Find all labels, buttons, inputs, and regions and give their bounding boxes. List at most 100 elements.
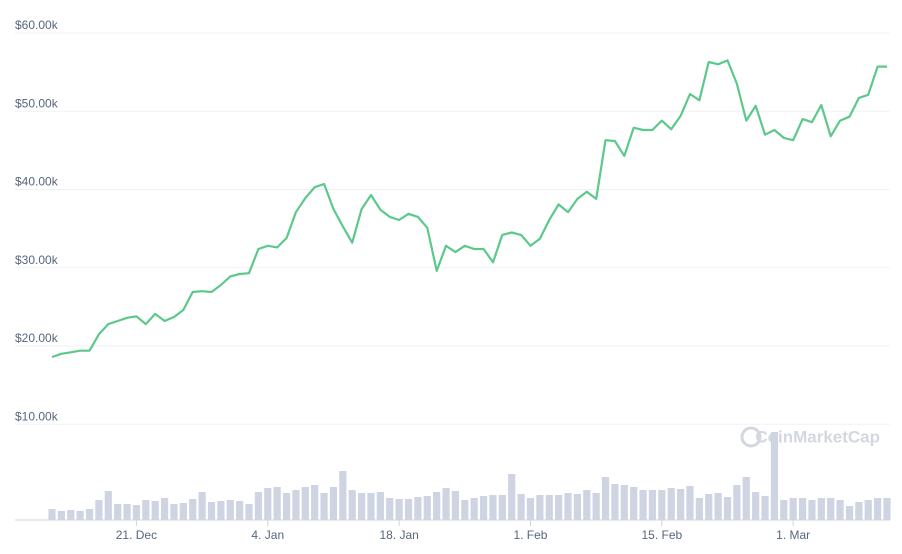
volume-bar <box>57 511 65 520</box>
volume-bar <box>433 492 441 520</box>
volume-bar <box>358 493 366 520</box>
volume-bar <box>329 487 338 520</box>
volume-bar <box>395 499 403 520</box>
volume-bar <box>48 509 56 520</box>
volume-bar <box>836 500 844 520</box>
volume-bar <box>461 500 469 520</box>
volume-bar <box>798 498 807 520</box>
volume-bar <box>414 497 422 520</box>
volume-bar <box>207 502 216 520</box>
volume-bar <box>555 495 563 520</box>
volume-bar <box>761 496 769 520</box>
volume-bar <box>95 500 103 520</box>
x-tick-label: 18. Jan <box>379 528 418 542</box>
volume-bar <box>845 506 854 520</box>
volume-bar <box>667 488 675 520</box>
volume-bar <box>517 494 525 520</box>
volume-bar <box>301 487 309 520</box>
volume-bar <box>770 432 779 520</box>
volume-bar <box>789 498 797 520</box>
volume-bar <box>273 487 281 520</box>
volume-bar <box>311 485 319 520</box>
volume-bar <box>404 499 413 520</box>
volume-bar <box>348 490 356 520</box>
volume-bar <box>864 500 872 520</box>
volume-bar <box>423 496 431 520</box>
volume-bar <box>85 509 94 520</box>
volume-bar <box>564 493 572 520</box>
volume-bar <box>714 493 722 520</box>
volume-bar <box>479 496 488 520</box>
volume-bar <box>198 492 206 520</box>
volume-bar <box>151 501 159 520</box>
volume-bar <box>705 494 713 520</box>
volume-bar <box>508 474 516 520</box>
volume-bar <box>470 498 478 520</box>
volume-bar <box>601 477 610 520</box>
volume-bar <box>855 502 863 520</box>
volume-bar <box>292 490 300 520</box>
volume-bar <box>592 493 600 520</box>
volume-bar <box>752 492 760 520</box>
volume-bar <box>817 498 825 520</box>
volume-bar <box>498 495 506 520</box>
volume-bar <box>780 500 788 520</box>
y-tick-label: $20.00k <box>15 331 59 345</box>
volume-bar <box>742 477 750 520</box>
volume-bar <box>67 510 75 520</box>
x-tick-label: 15. Feb <box>641 528 682 542</box>
volume-bar <box>236 501 244 520</box>
volume-bar <box>723 497 732 520</box>
volume-bar <box>114 504 122 520</box>
volume-bar <box>142 500 150 520</box>
volume-bar <box>132 505 141 520</box>
volume-bar <box>104 491 112 520</box>
volume-bar <box>442 488 450 520</box>
volume-bar <box>339 471 347 520</box>
volume-bar <box>123 504 131 520</box>
volume-bar <box>573 494 581 520</box>
x-tick-label: 21. Dec <box>116 528 157 542</box>
x-tick-label: 1. Mar <box>776 528 810 542</box>
volume-bar <box>320 493 328 520</box>
volume-bar <box>76 511 84 520</box>
price-line <box>51 59 887 359</box>
volume-bar <box>639 490 647 520</box>
volume-bar <box>160 498 169 520</box>
x-tick-label: 4. Jan <box>251 528 284 542</box>
volume-bar <box>217 501 225 520</box>
volume-bar <box>536 495 544 520</box>
volume-bar <box>254 492 263 520</box>
volume-bar <box>583 490 591 520</box>
volume-bar <box>874 498 882 520</box>
volume-bar <box>676 489 685 520</box>
volume-bar <box>620 485 628 520</box>
volume-bar <box>282 493 291 520</box>
volume-bar <box>489 495 497 520</box>
volume-bar <box>808 500 816 520</box>
volume-bar <box>648 490 657 520</box>
volume-bar <box>658 490 666 520</box>
y-tick-label: $40.00k <box>15 175 59 189</box>
y-tick-label: $60.00k <box>15 18 59 32</box>
volume-bar <box>386 498 394 520</box>
watermark-logo <box>740 426 762 448</box>
volume-bar <box>883 498 891 520</box>
volume-bar <box>264 488 272 520</box>
volume-bar <box>451 491 460 520</box>
volume-bar <box>179 503 187 520</box>
volume-bar <box>630 487 638 520</box>
volume-bar <box>226 500 234 520</box>
volume-bar <box>545 495 553 520</box>
volume-bar <box>695 498 703 520</box>
volume-bar <box>526 498 535 520</box>
volume-bar <box>367 493 375 520</box>
y-tick-label: $30.00k <box>15 253 59 267</box>
volume-bar <box>189 499 197 520</box>
watermark: CoinMarketCap <box>755 427 880 446</box>
volume-bar <box>376 492 384 520</box>
x-tick-label: 1. Feb <box>513 528 547 542</box>
volume-bar <box>686 486 694 520</box>
